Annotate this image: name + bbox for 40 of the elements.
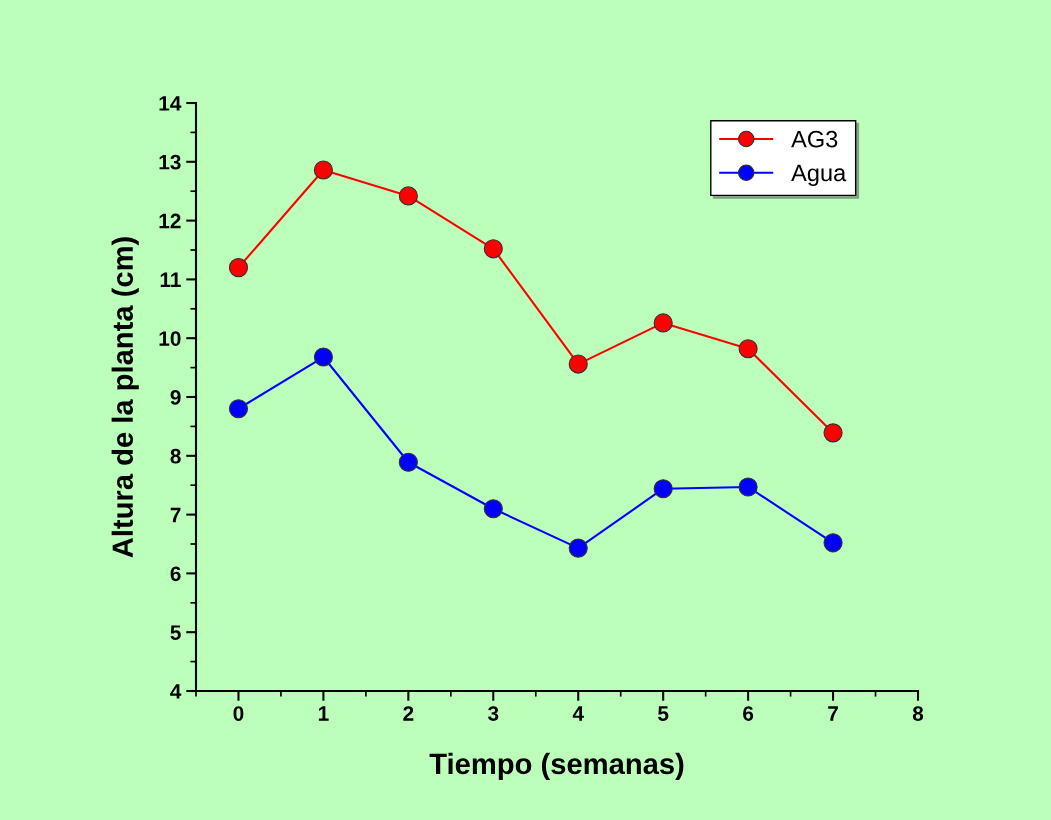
point — [398, 186, 418, 206]
x-tick-label: 7 — [828, 706, 838, 721]
y-axis-title: Altura de la planta (cm) — [111, 237, 139, 558]
x-axis-title: Tiempo (semanas) — [429, 752, 684, 780]
point — [823, 533, 843, 553]
point — [398, 452, 418, 472]
point — [483, 499, 503, 519]
x-tick-label: 4 — [572, 706, 584, 721]
point — [653, 313, 673, 333]
point — [738, 477, 758, 497]
point — [228, 399, 249, 419]
legend-label: AG3 — [791, 130, 838, 148]
point — [568, 354, 588, 374]
y-tick-label: 8 — [170, 448, 181, 464]
point — [653, 479, 673, 499]
y-tick-label: 9 — [170, 390, 181, 405]
point — [483, 239, 503, 259]
y-tick-label: 4 — [170, 684, 182, 699]
y-tick-label: 7 — [170, 507, 181, 523]
point — [313, 160, 333, 180]
y-tick-label: 13 — [159, 154, 181, 170]
y-tick-label: 14 — [159, 96, 182, 111]
y-tick-label: 6 — [170, 566, 181, 582]
x-tick-label: 5 — [658, 706, 669, 721]
x-tick-label: 3 — [487, 706, 499, 721]
point — [738, 339, 758, 359]
y-tick-label: 5 — [170, 625, 181, 640]
x-tick-label: 0 — [233, 706, 244, 721]
x-tick-label: 8 — [912, 706, 924, 721]
point — [823, 423, 843, 443]
y-tick-label: 10 — [159, 331, 181, 346]
x-tick-label: 6 — [743, 706, 754, 721]
point — [568, 538, 588, 558]
x-tick-label: 2 — [403, 706, 414, 721]
y-tick-label: 11 — [160, 272, 181, 287]
point — [313, 347, 333, 367]
legend-label: Agua — [791, 164, 847, 186]
point — [228, 258, 249, 278]
x-tick-label: 1 — [318, 706, 329, 721]
y-tick-label: 12 — [159, 213, 181, 229]
